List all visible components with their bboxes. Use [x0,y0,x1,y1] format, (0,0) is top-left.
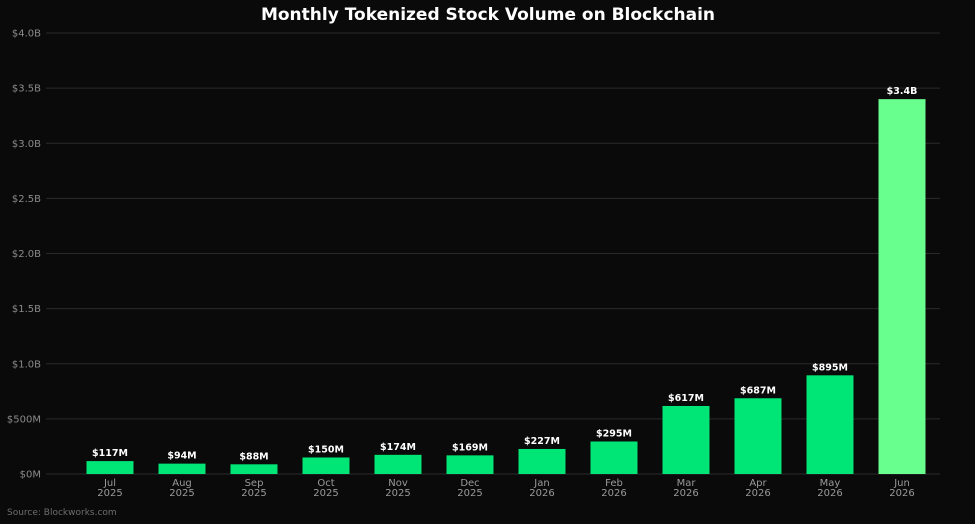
x-tick-month: Mar [677,478,697,489]
y-tick-label: $3.5B [12,84,41,95]
data-label: $687M [740,385,776,396]
y-tick-label: $500M [7,414,41,425]
y-tick-label: $2.0B [12,249,41,260]
x-tick-year: 2025 [241,488,266,499]
chart-title: Monthly Tokenized Stock Volume on Blockc… [261,5,715,25]
data-label: $295M [596,428,632,439]
data-label: $895M [812,362,848,373]
bar-feb-2026 [590,441,638,474]
bar-jun-2026 [878,99,926,475]
x-tick-month: Nov [388,478,408,489]
x-axis: Jul2025Aug2025Sep2025Oct2025Nov2025Dec20… [97,478,914,499]
bar-oct-2025 [302,457,350,474]
x-tick-year: 2026 [745,488,770,499]
y-tick-label: $3.0B [12,139,41,150]
y-tick-label: $1.5B [12,304,41,315]
x-tick-month: Jun [893,478,910,489]
x-tick-year: 2026 [601,488,626,499]
x-tick-year: 2025 [169,488,194,499]
bars [86,99,926,475]
bar-dec-2025 [446,455,494,474]
x-tick-year: 2026 [529,488,554,499]
x-tick-year: 2026 [889,488,914,499]
bar-apr-2026 [734,398,782,474]
x-tick-year: 2025 [385,488,410,499]
x-tick-year: 2025 [313,488,338,499]
bar-may-2026 [806,375,854,474]
data-label: $117M [92,448,128,459]
y-axis: $0M $500M $1.0B $1.5B $2.0B $2.5B $3.0B $3.5B $4… [7,29,41,481]
data-label: $150M [308,444,344,455]
x-tick-month: Feb [605,478,623,489]
x-tick-month: Jan [533,478,549,489]
x-tick-month: Dec [460,478,479,489]
source-note: Source: Blockworks.com [7,508,117,518]
data-label: $169M [452,442,488,453]
y-tick-label: $1.0B [12,359,41,370]
bar-mar-2026 [662,405,710,474]
data-label: $227M [524,436,560,447]
bar-aug-2025 [158,463,206,474]
data-label: $88M [239,451,268,462]
data-label: $3.4B [887,86,918,97]
bar-jan-2026 [518,448,566,474]
bar-jul-2025 [86,461,134,474]
x-tick-month: Sep [245,478,264,489]
data-label: $174M [380,442,416,453]
x-tick-month: Aug [172,478,192,489]
x-tick-year: 2025 [457,488,482,499]
x-tick-month: May [820,478,841,489]
x-tick-year: 2025 [97,488,122,499]
data-label: $617M [668,393,704,404]
data-labels: $117M $94M $88M $150M $174M $169M $227M $295M $6… [92,86,917,462]
x-tick-month: Oct [317,478,334,489]
y-tick-label: $2.5B [12,194,41,205]
bar-sep-2025 [230,464,278,474]
bar-nov-2025 [374,454,422,474]
x-tick-month: Apr [749,478,767,489]
y-tick-label: $0M [20,470,41,481]
x-tick-month: Jul [103,478,116,489]
x-tick-year: 2026 [817,488,842,499]
data-label: $94M [167,451,196,462]
y-tick-label: $4.0B [12,29,41,40]
x-tick-year: 2026 [673,488,698,499]
